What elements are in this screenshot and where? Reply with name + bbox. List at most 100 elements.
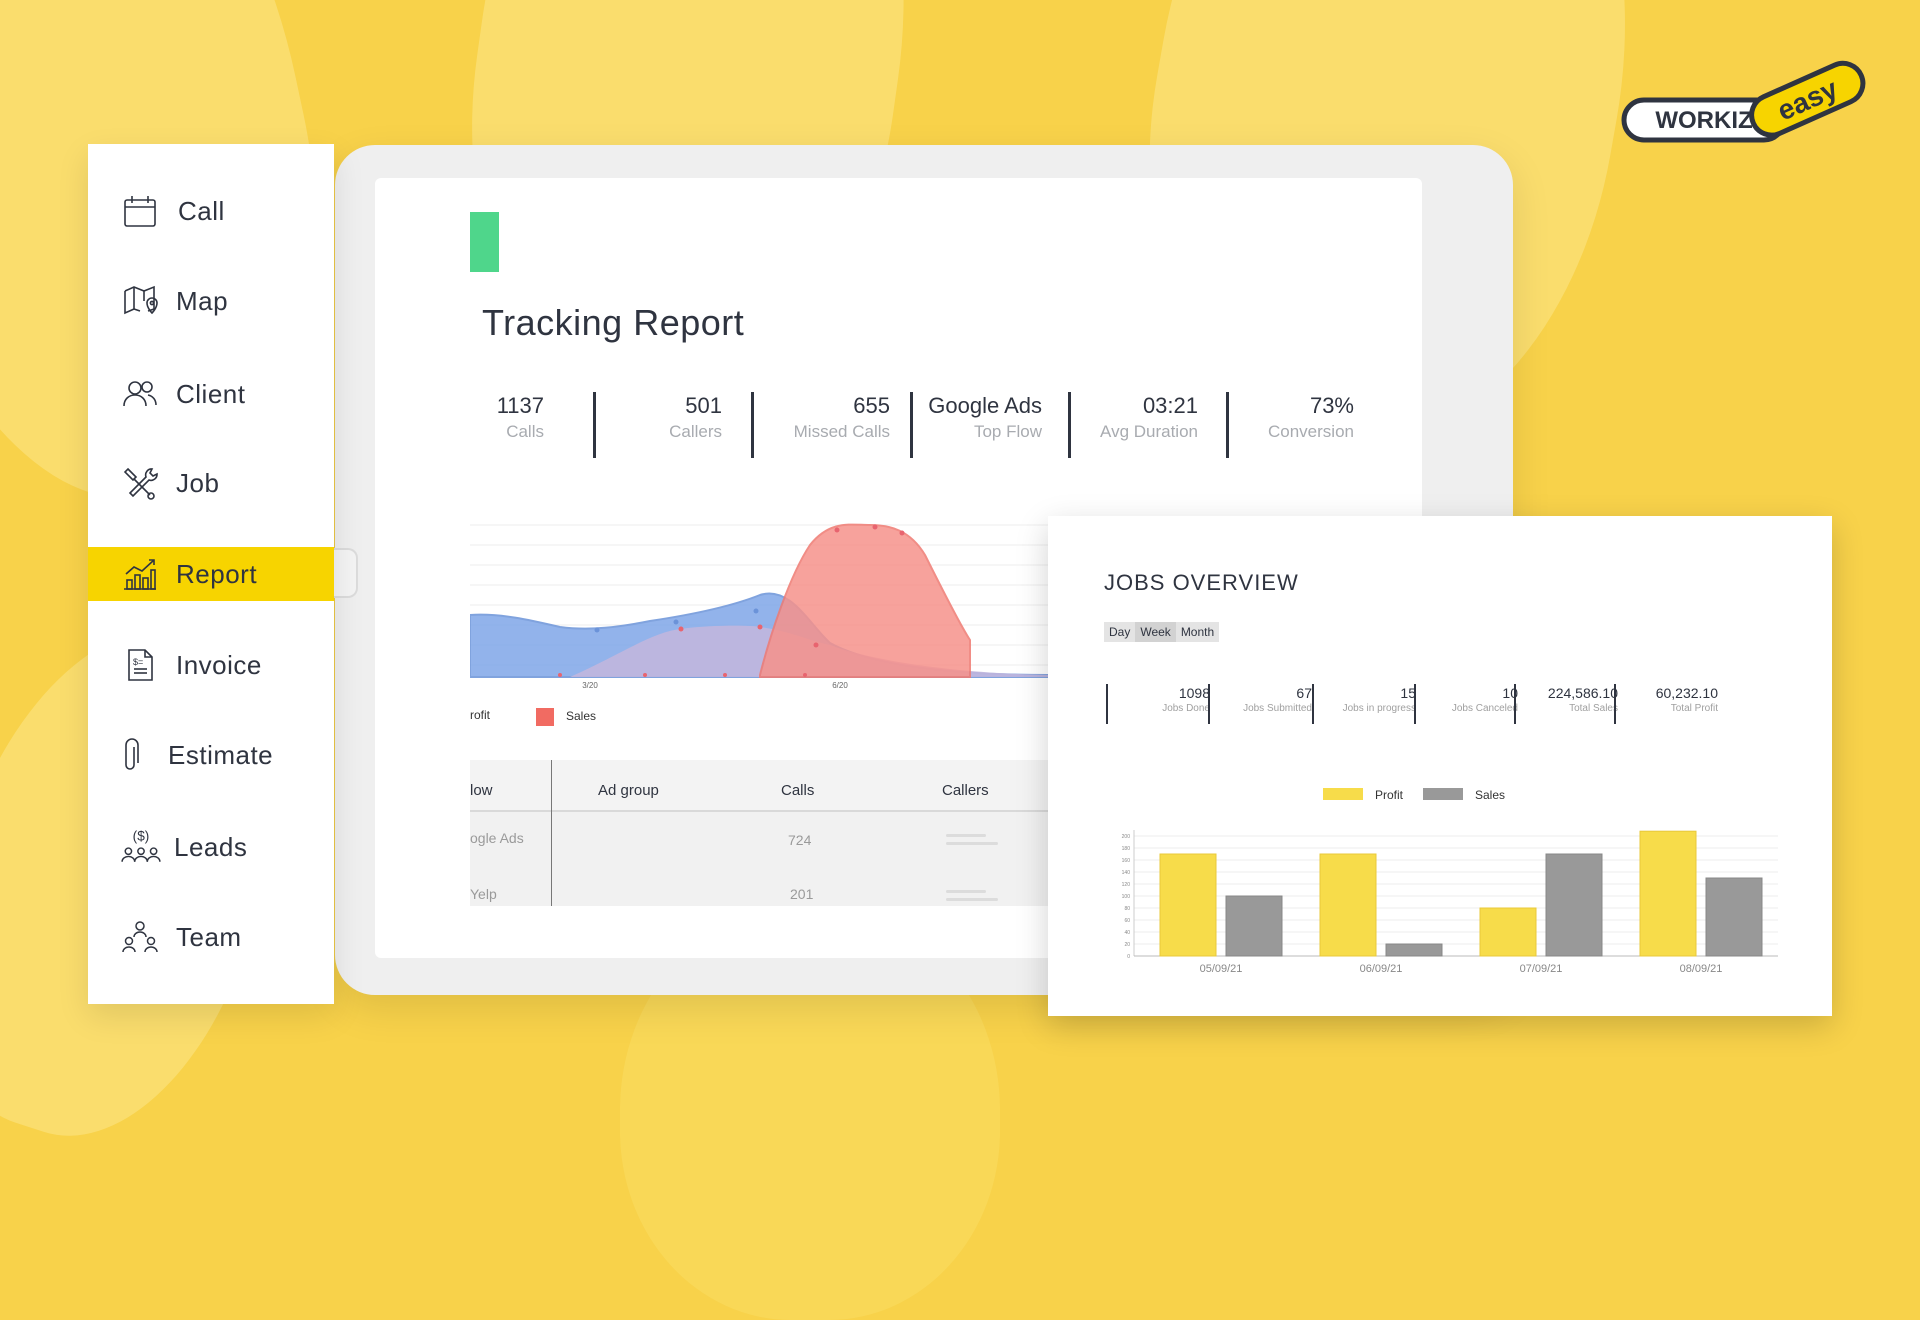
bar-profit [1479, 907, 1537, 957]
legend-label-sales: Sales [1475, 788, 1505, 802]
sales-area [759, 523, 971, 678]
legend-swatch-sales [1423, 788, 1463, 800]
job-stat-divider [1106, 684, 1108, 724]
sidebar-item-job[interactable]: Job [88, 456, 334, 510]
sidebar-item-label: Invoice [176, 649, 262, 680]
sidebar-item-label: Report [176, 558, 258, 589]
sidebar-item-label: Call [178, 195, 225, 226]
stat-divider [1226, 392, 1229, 458]
row-calls: 201 [790, 886, 814, 902]
bar-profit [1639, 830, 1697, 957]
legend-profit: rofit [470, 708, 490, 722]
job-stat-value: 224,586.10 [1547, 685, 1618, 701]
header-ad-group[interactable]: Ad group [598, 782, 659, 799]
job-stat-label: Total Profit [1670, 703, 1718, 714]
x-tick-label: 05/09/21 [1200, 963, 1243, 975]
job-stat-label: Jobs Done [1162, 703, 1210, 714]
job-stat-label: Jobs Submitted [1243, 703, 1312, 714]
y-tick-label: 0 [1127, 954, 1130, 960]
job-stat-divider [1614, 684, 1616, 724]
stat-value: 501 [685, 393, 722, 418]
sidebar-item-invoice[interactable]: $= Invoice [88, 638, 334, 692]
bar-profit [1159, 853, 1217, 957]
legend-sales-label: Sales [566, 709, 597, 724]
header-flow[interactable]: low [470, 782, 493, 799]
stat-6: 73% Conversion [1204, 392, 1354, 458]
job-stat-divider [1208, 684, 1210, 724]
sidebar-item-label: Leads [174, 831, 248, 862]
green-marker [470, 212, 499, 272]
job-stat-4: 10 Jobs Canceled [1418, 684, 1518, 724]
stat-value: 03:21 [1142, 393, 1198, 418]
team-icon [122, 921, 158, 953]
stat-value: 73% [1309, 393, 1354, 418]
column-divider [551, 760, 552, 906]
y-tick-label: 180 [1122, 846, 1131, 852]
x-tick-label: 07/09/21 [1520, 963, 1563, 975]
stat-label: Top Flow [973, 422, 1042, 441]
job-stat-divider [1312, 684, 1314, 724]
stat-value: 1137 [496, 393, 544, 418]
y-tick-label: 40 [1124, 930, 1130, 936]
job-stat-label: Jobs Canceled [1451, 703, 1518, 714]
y-tick-label: 140 [1122, 870, 1131, 876]
sidebar-item-report[interactable]: Report [88, 547, 334, 601]
tab-month[interactable]: Month [1180, 625, 1215, 639]
page-title: Tracking Report [482, 302, 745, 343]
row-flow: ogle Ads [470, 830, 524, 846]
table-header [470, 760, 1048, 812]
stat-2: 501 Callers [572, 392, 722, 458]
sidebar-item-map[interactable]: Map [88, 274, 334, 328]
stat-divider [1068, 392, 1071, 458]
job-stat-2: 67 Jobs Submitted [1212, 684, 1312, 724]
callers-placeholder-bar [946, 842, 998, 845]
y-tick-label: 200 [1122, 834, 1131, 840]
row-calls: 724 [788, 832, 812, 848]
sidebar-item-client[interactable]: Client [88, 367, 334, 421]
sidebar-item-label: Job [176, 467, 220, 498]
job-stat-value: 1098 [1178, 685, 1210, 701]
legend-label-profit: Profit [1375, 788, 1404, 802]
period-selector: Day Week Month [1104, 622, 1220, 642]
header-callers[interactable]: Callers [942, 782, 989, 799]
legend-profit-label: rofit [470, 708, 491, 722]
sidebar-item-team[interactable]: Team [88, 910, 334, 964]
sidebar-item-label: Map [176, 285, 229, 316]
stat-label: Avg Duration [1100, 422, 1198, 441]
stat-4: Google Ads Top Flow [902, 392, 1042, 458]
job-stat-5: 224,586.10 Total Sales [1518, 684, 1618, 724]
job-stat-value: 67 [1296, 685, 1312, 701]
svg-text:$=: $= [133, 657, 143, 667]
legend-sales-swatch [536, 708, 554, 726]
legend-sales: Sales [536, 708, 596, 726]
tab-day[interactable]: Day [1109, 625, 1131, 639]
sidebar-item-leads[interactable]: ($) Leads [88, 820, 334, 874]
sidebar-collapse-tab[interactable] [334, 548, 358, 598]
y-tick-label: 120 [1122, 882, 1131, 888]
document-dollar-icon: $= [128, 649, 153, 681]
stat-3: 655 Missed Calls [740, 392, 890, 458]
stat-divider [910, 392, 913, 458]
stat-label: Conversion [1268, 422, 1354, 441]
svg-text:($): ($) [133, 829, 150, 844]
sidebar: Call Map Client Job Report $= Invoice [88, 144, 334, 1004]
bar-sales [1545, 853, 1603, 957]
jobs-overview-title: JOBS OVERVIEW [1104, 570, 1299, 595]
header-calls[interactable]: Calls [781, 782, 815, 799]
stat-5: 03:21 Avg Duration [1048, 392, 1198, 458]
job-stat-6: 60,232.10 Total Profit [1618, 684, 1718, 724]
x-tick-label: 6/20 [832, 681, 848, 690]
y-tick-label: 160 [1122, 858, 1131, 864]
bar-sales [1385, 943, 1443, 957]
job-stat-label: Jobs in progress [1342, 703, 1416, 714]
sidebar-item-label: Client [176, 378, 246, 409]
sidebar-item-estimate[interactable]: Estimate [88, 728, 334, 782]
job-stat-divider [1414, 684, 1416, 724]
sidebar-item-call[interactable]: Call [88, 184, 334, 238]
tracking-area-chart: 3/20 6/20 [470, 523, 1048, 690]
callers-placeholder-bar [946, 890, 986, 893]
paperclip-icon [125, 738, 139, 770]
stat-label: Calls [506, 422, 544, 441]
map-icon [124, 285, 158, 315]
tab-week[interactable]: Week [1135, 622, 1176, 642]
